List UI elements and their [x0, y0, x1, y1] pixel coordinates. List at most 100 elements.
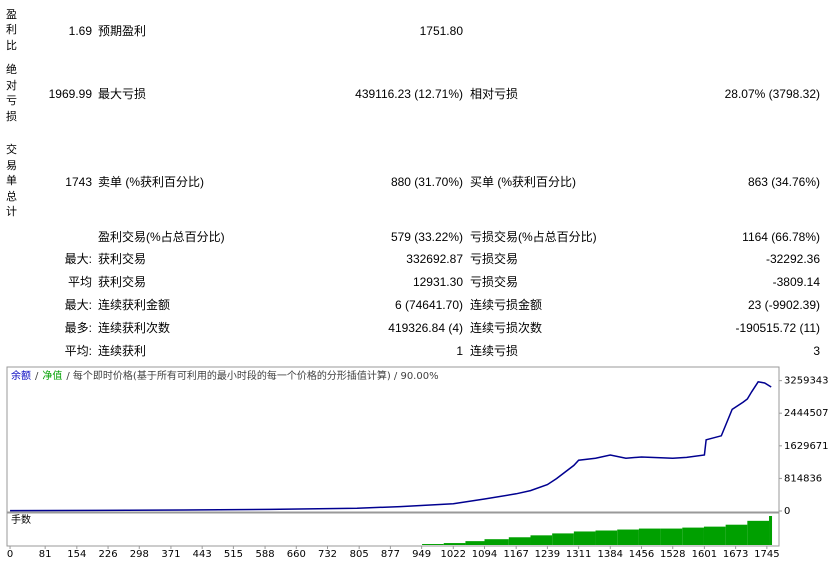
- lead-value: 平均: [67, 275, 92, 289]
- stat-name: 连续亏损: [470, 344, 519, 358]
- volume-bar: [595, 530, 618, 545]
- stat-value: 6 (74641.70): [394, 298, 463, 312]
- volume-bar: [573, 531, 596, 545]
- x-tick-label: 298: [130, 549, 149, 560]
- group-label: 交易单总计: [6, 144, 17, 219]
- x-tick-label: 371: [161, 549, 180, 560]
- stat-name: 获利交易: [98, 252, 147, 266]
- volume-bar: [725, 524, 748, 545]
- x-tick-label: 226: [99, 549, 118, 560]
- y-tick-label: 1629671: [784, 441, 829, 452]
- x-tick-label: 1528: [660, 549, 685, 560]
- x-tick-label: 588: [256, 549, 275, 560]
- lead-value: 1969.99: [48, 87, 92, 101]
- stat-name: 相对亏损: [470, 87, 519, 101]
- stat-value: 3: [813, 344, 820, 358]
- stat-value: 579 (33.22%): [390, 230, 463, 244]
- stat-name: 亏损交易: [470, 275, 519, 289]
- stat-value: 863 (34.76%): [747, 175, 820, 189]
- volume-bar: [465, 541, 485, 545]
- stat-value: -190515.72 (11): [735, 321, 820, 335]
- volume-label: 手数: [11, 513, 31, 526]
- x-tick-label: 0: [7, 549, 13, 560]
- x-tick-label: 1239: [535, 549, 560, 560]
- stat-value: 1: [456, 344, 463, 358]
- stat-name: 卖单 (%获利百分比): [98, 175, 204, 189]
- legend-item: 余额: [11, 369, 31, 382]
- stat-value: 419326.84 (4): [388, 321, 463, 335]
- volume-bar: [769, 516, 773, 545]
- x-tick-label: 81: [39, 549, 52, 560]
- x-tick-label: 1601: [692, 549, 717, 560]
- volume-bar: [484, 539, 509, 545]
- y-tick-label: 0: [784, 506, 790, 517]
- x-tick-label: 1673: [723, 549, 748, 560]
- volume-bar: [682, 527, 704, 545]
- balance-line: [10, 380, 772, 512]
- stat-name: 最大亏损: [98, 87, 147, 101]
- stat-name: 连续亏损次数: [470, 321, 543, 335]
- lead-value: 最大:: [64, 252, 92, 266]
- lead-value: 1.69: [68, 24, 92, 38]
- x-tick-label: 1167: [503, 549, 528, 560]
- x-tick-label: 877: [381, 549, 400, 560]
- volume-bar: [508, 537, 531, 545]
- stat-value: 1751.80: [419, 24, 463, 38]
- volume-bar: [747, 520, 770, 545]
- volume-bar: [703, 526, 726, 545]
- x-tick-label: 805: [350, 549, 369, 560]
- stat-value: 28.07% (3798.32): [724, 87, 820, 101]
- lead-value: 最大:: [64, 298, 92, 312]
- legend-item: 净值: [42, 369, 62, 382]
- stat-value: 1164 (66.78%): [742, 230, 820, 244]
- volume-bar: [617, 529, 639, 545]
- x-tick-label: 949: [412, 549, 431, 560]
- group-label: 盈利比: [6, 8, 17, 52]
- stat-value: -32292.36: [765, 252, 820, 266]
- stat-name: 连续获利次数: [98, 321, 171, 335]
- y-tick-label: 2444507: [784, 408, 829, 419]
- stat-value: 439116.23 (12.71%): [355, 87, 463, 101]
- volume-bar: [422, 544, 444, 545]
- lead-value: 平均:: [64, 344, 92, 358]
- x-tick-label: 1094: [472, 549, 497, 560]
- lead-value: 1743: [65, 175, 92, 189]
- stat-value: 880 (31.70%): [390, 175, 463, 189]
- lead-value: 最多:: [64, 321, 92, 335]
- stat-value: -3809.14: [772, 275, 820, 289]
- x-tick-label: 154: [67, 549, 86, 560]
- stat-value: 23 (-9902.39): [747, 298, 820, 312]
- volume-bar: [530, 535, 553, 545]
- volume-bar: [443, 543, 466, 545]
- x-tick-label: 515: [224, 549, 243, 560]
- volume-bar: [660, 528, 683, 545]
- stat-value: 332692.87: [406, 252, 463, 266]
- x-tick-label: 443: [193, 549, 212, 560]
- stat-name: 亏损交易: [470, 252, 519, 266]
- stat-name: 预期盈利: [98, 24, 147, 38]
- y-tick-label: 3259343: [784, 376, 829, 387]
- stat-name: 连续获利: [98, 344, 147, 358]
- stat-name: 连续亏损金额: [470, 298, 543, 312]
- x-tick-label: 1384: [598, 549, 623, 560]
- stat-name: 连续获利金额: [98, 298, 171, 312]
- main-panel: [6, 366, 780, 513]
- legend-item: /: [35, 371, 39, 382]
- stat-name: 亏损交易(%占总百分比): [470, 230, 597, 244]
- x-tick-label: 1022: [441, 549, 466, 560]
- y-tick-label: 814836: [784, 473, 822, 484]
- legend-item: / 每个即时价格(基于所有可利用的最小时段的每一个价格的分形插值计算) / 90…: [66, 369, 438, 382]
- stat-name: 盈利交易(%占总百分比): [98, 230, 225, 244]
- volume-panel: [6, 512, 780, 547]
- volume-bar: [638, 528, 661, 545]
- stat-name: 买单 (%获利百分比): [470, 175, 576, 189]
- x-tick-label: 732: [318, 549, 337, 560]
- stat-name: 获利交易: [98, 275, 147, 289]
- stat-value: 12931.30: [412, 275, 463, 289]
- x-tick-label: 1311: [566, 549, 591, 560]
- group-label: 绝对亏损: [6, 64, 17, 123]
- x-tick-label: 660: [287, 549, 306, 560]
- x-tick-label: 1456: [629, 549, 654, 560]
